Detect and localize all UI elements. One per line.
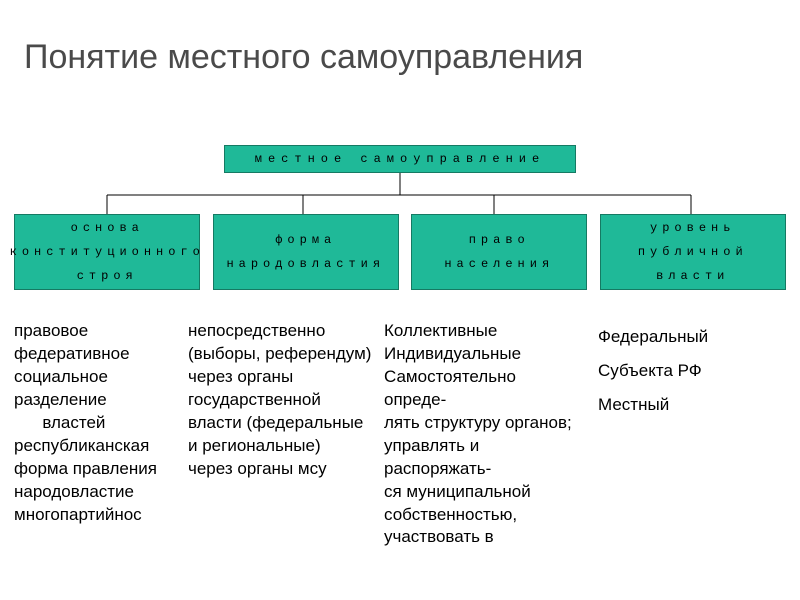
description-2: КоллективныеИндивидуальныеСамостоятельно…: [384, 320, 584, 549]
root-node: местное самоуправление: [224, 145, 576, 173]
page-title: Понятие местного самоуправления: [24, 36, 583, 79]
child-node-0: основаконституционногостроя: [14, 214, 200, 290]
child-node-1: форманародовластия: [213, 214, 399, 290]
child-row: основаконституционногостроя форманародов…: [0, 214, 800, 290]
description-row: правовоефедеративноесоциальноеразделение…: [0, 320, 800, 549]
description-1: непосредственно (выборы, референдум)чере…: [188, 320, 378, 549]
description-3: ФедеральныйСубъекта РФМестный: [598, 320, 778, 549]
child-node-3: уровеньпубличнойвласти: [600, 214, 786, 290]
child-node-2: правонаселения: [411, 214, 587, 290]
description-0: правовоефедеративноесоциальноеразделение…: [14, 320, 184, 549]
